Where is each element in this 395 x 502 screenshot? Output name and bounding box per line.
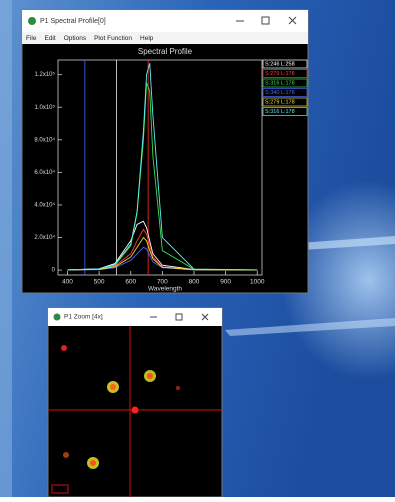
- legend-label: S:316 L:178: [265, 109, 295, 115]
- x-tick-label: 600: [125, 279, 136, 286]
- y-tick-label: 1.2x10⁵: [34, 71, 55, 78]
- app-icon: [28, 17, 36, 25]
- menu-item[interactable]: Plot Function: [94, 35, 132, 42]
- x-tick-label: 400: [62, 279, 73, 286]
- page: P1 Spectral Profile[0] File Edit Options Pl…: [0, 0, 395, 497]
- menu-item[interactable]: Help: [140, 35, 154, 42]
- star-core: [110, 384, 116, 390]
- y-tick-label: 8.0x10⁴: [34, 136, 55, 143]
- y-tick-label: 1.0x10⁵: [34, 104, 55, 111]
- star: [176, 386, 180, 390]
- desktop: P1 Spectral Profile[0] File Edit Options Pl…: [0, 0, 395, 497]
- menu-item[interactable]: File: [26, 35, 37, 42]
- star: [132, 407, 139, 414]
- legend-label: S:279 L:178: [265, 71, 295, 77]
- y-tick-label: 6.0x10⁴: [34, 169, 55, 176]
- x-tick-label: 1000: [250, 279, 265, 286]
- window-title: P1 Zoom [4x]: [64, 314, 103, 321]
- legend-label: S:246 L:258: [265, 61, 295, 67]
- wallpaper-edge: [0, 0, 12, 497]
- x-tick-label: 700: [157, 279, 168, 286]
- star: [61, 345, 67, 351]
- window-frame: [48, 308, 222, 497]
- star-core: [147, 373, 153, 379]
- x-tick-label: 500: [94, 279, 105, 286]
- zoom-window: P1 Zoom [4x]: [48, 308, 222, 497]
- app-icon: [54, 314, 61, 321]
- y-tick-label: 2.0x10⁴: [34, 234, 55, 241]
- legend-label: S:316 L:178: [265, 80, 295, 86]
- legend-label: S:340 L:178: [265, 90, 295, 96]
- legend-label: S:279 L:178: [265, 99, 295, 105]
- spectral-window: P1 Spectral Profile[0] File Edit Options Pl…: [22, 10, 308, 293]
- x-tick-label: 800: [189, 279, 200, 286]
- menu-item[interactable]: Edit: [44, 35, 55, 42]
- y-tick-label: 4.0x10⁴: [34, 202, 55, 209]
- menu-item[interactable]: Options: [64, 35, 87, 42]
- chart-title: Spectral Profile: [138, 47, 193, 56]
- star-core: [90, 460, 96, 466]
- window-title: P1 Spectral Profile[0]: [40, 18, 106, 25]
- x-tick-label: 900: [220, 279, 231, 286]
- star: [63, 452, 69, 458]
- x-axis-label: Wavelength: [148, 286, 182, 293]
